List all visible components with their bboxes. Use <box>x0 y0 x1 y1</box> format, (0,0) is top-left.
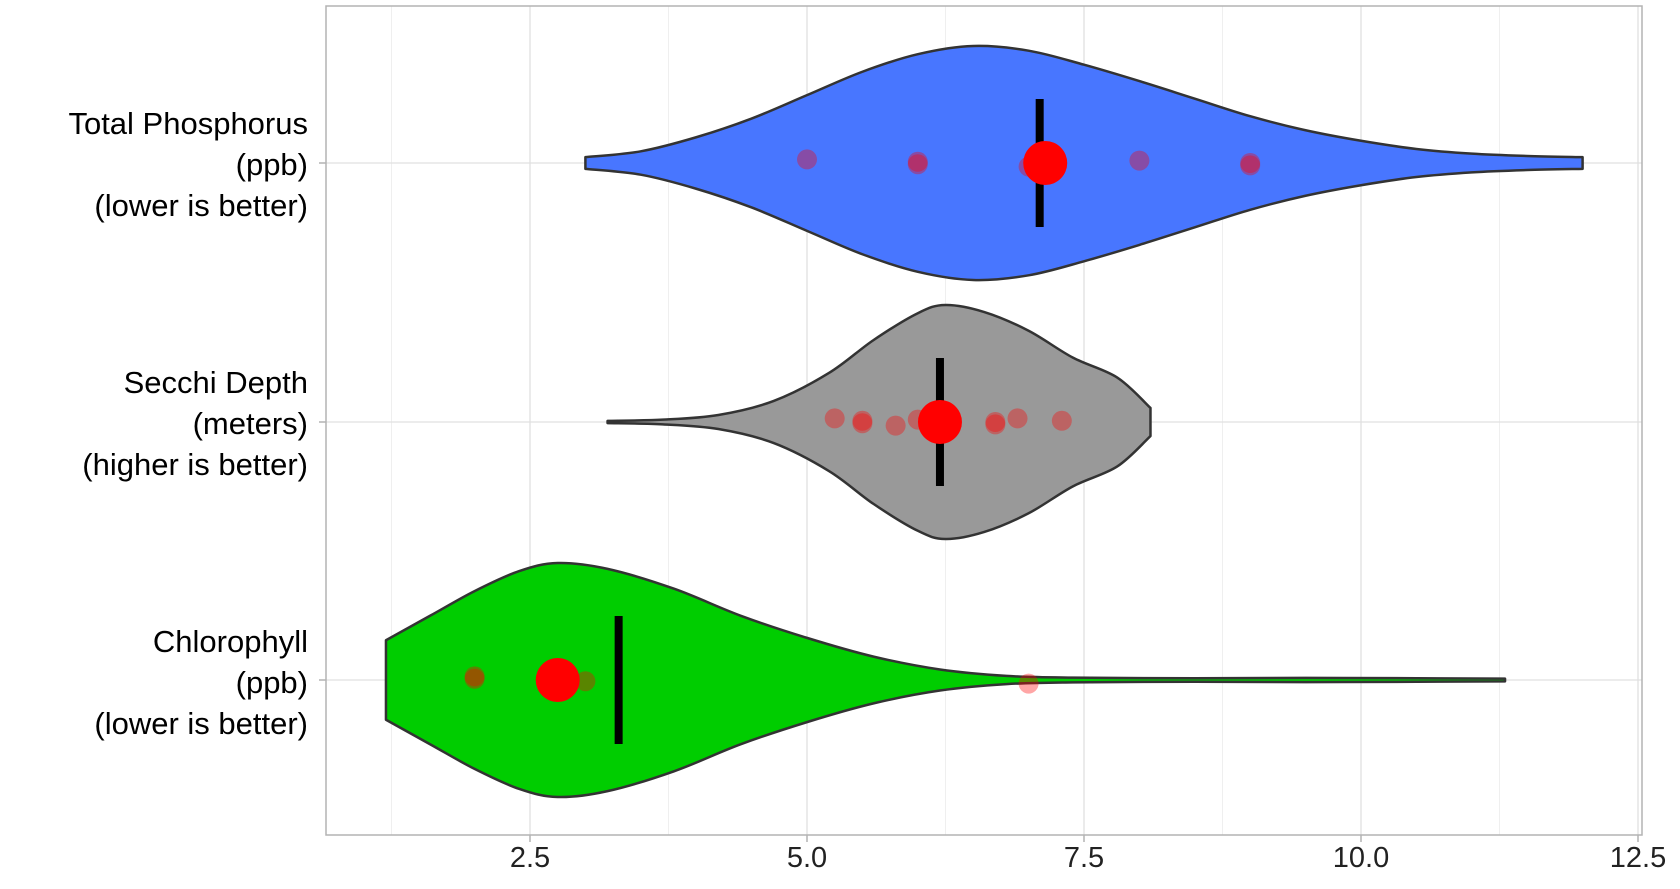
data-point <box>1129 150 1150 171</box>
data-point <box>1018 673 1039 694</box>
violin-2 <box>384 561 1507 799</box>
data-point <box>824 408 845 429</box>
y-label-line: (meters) <box>192 406 308 441</box>
data-point <box>464 666 485 687</box>
y-label-line: Total Phosphorus <box>68 106 308 141</box>
data-point <box>575 671 596 692</box>
x-tick-label: 2.5 <box>509 842 551 874</box>
data-point <box>985 412 1006 432</box>
x-tick-label: 5.0 <box>786 842 828 874</box>
data-point <box>1240 155 1261 176</box>
mean-point <box>917 400 962 444</box>
y-label-line: (lower is better) <box>94 706 308 741</box>
data-point <box>852 413 873 434</box>
y-label-secchi-depth: Secchi Depth (meters) (higher is better) <box>82 362 308 485</box>
y-label-chlorophyll: Chlorophyll (ppb) (lower is better) <box>94 621 308 744</box>
data-point <box>1007 408 1028 429</box>
data-point <box>885 415 906 436</box>
data-point <box>1240 153 1261 173</box>
x-tick-label: 12.5 <box>1609 842 1667 874</box>
mean-point <box>1023 141 1068 185</box>
y-label-line: Chlorophyll <box>152 624 308 659</box>
violin-0 <box>584 44 1584 282</box>
mean-point <box>535 658 580 702</box>
y-label-line: (ppb) <box>235 665 308 700</box>
x-tick-label: 7.5 <box>1063 842 1105 874</box>
x-tick-label: 10.0 <box>1332 842 1390 874</box>
data-point <box>907 154 928 175</box>
y-label-line: (ppb) <box>235 147 308 182</box>
violin-1 <box>606 303 1152 541</box>
data-point <box>985 414 1006 435</box>
data-point <box>907 151 928 172</box>
y-label-line: Secchi Depth <box>123 365 308 400</box>
data-point <box>464 668 485 689</box>
data-point <box>852 410 873 431</box>
panel-border <box>325 5 1643 836</box>
y-label-line: (lower is better) <box>94 188 308 223</box>
y-label-line: (higher is better) <box>82 447 308 482</box>
y-label-total-phosphorus: Total Phosphorus (ppb) (lower is better) <box>68 103 308 226</box>
data-point <box>797 149 817 170</box>
data-point <box>1051 410 1072 431</box>
